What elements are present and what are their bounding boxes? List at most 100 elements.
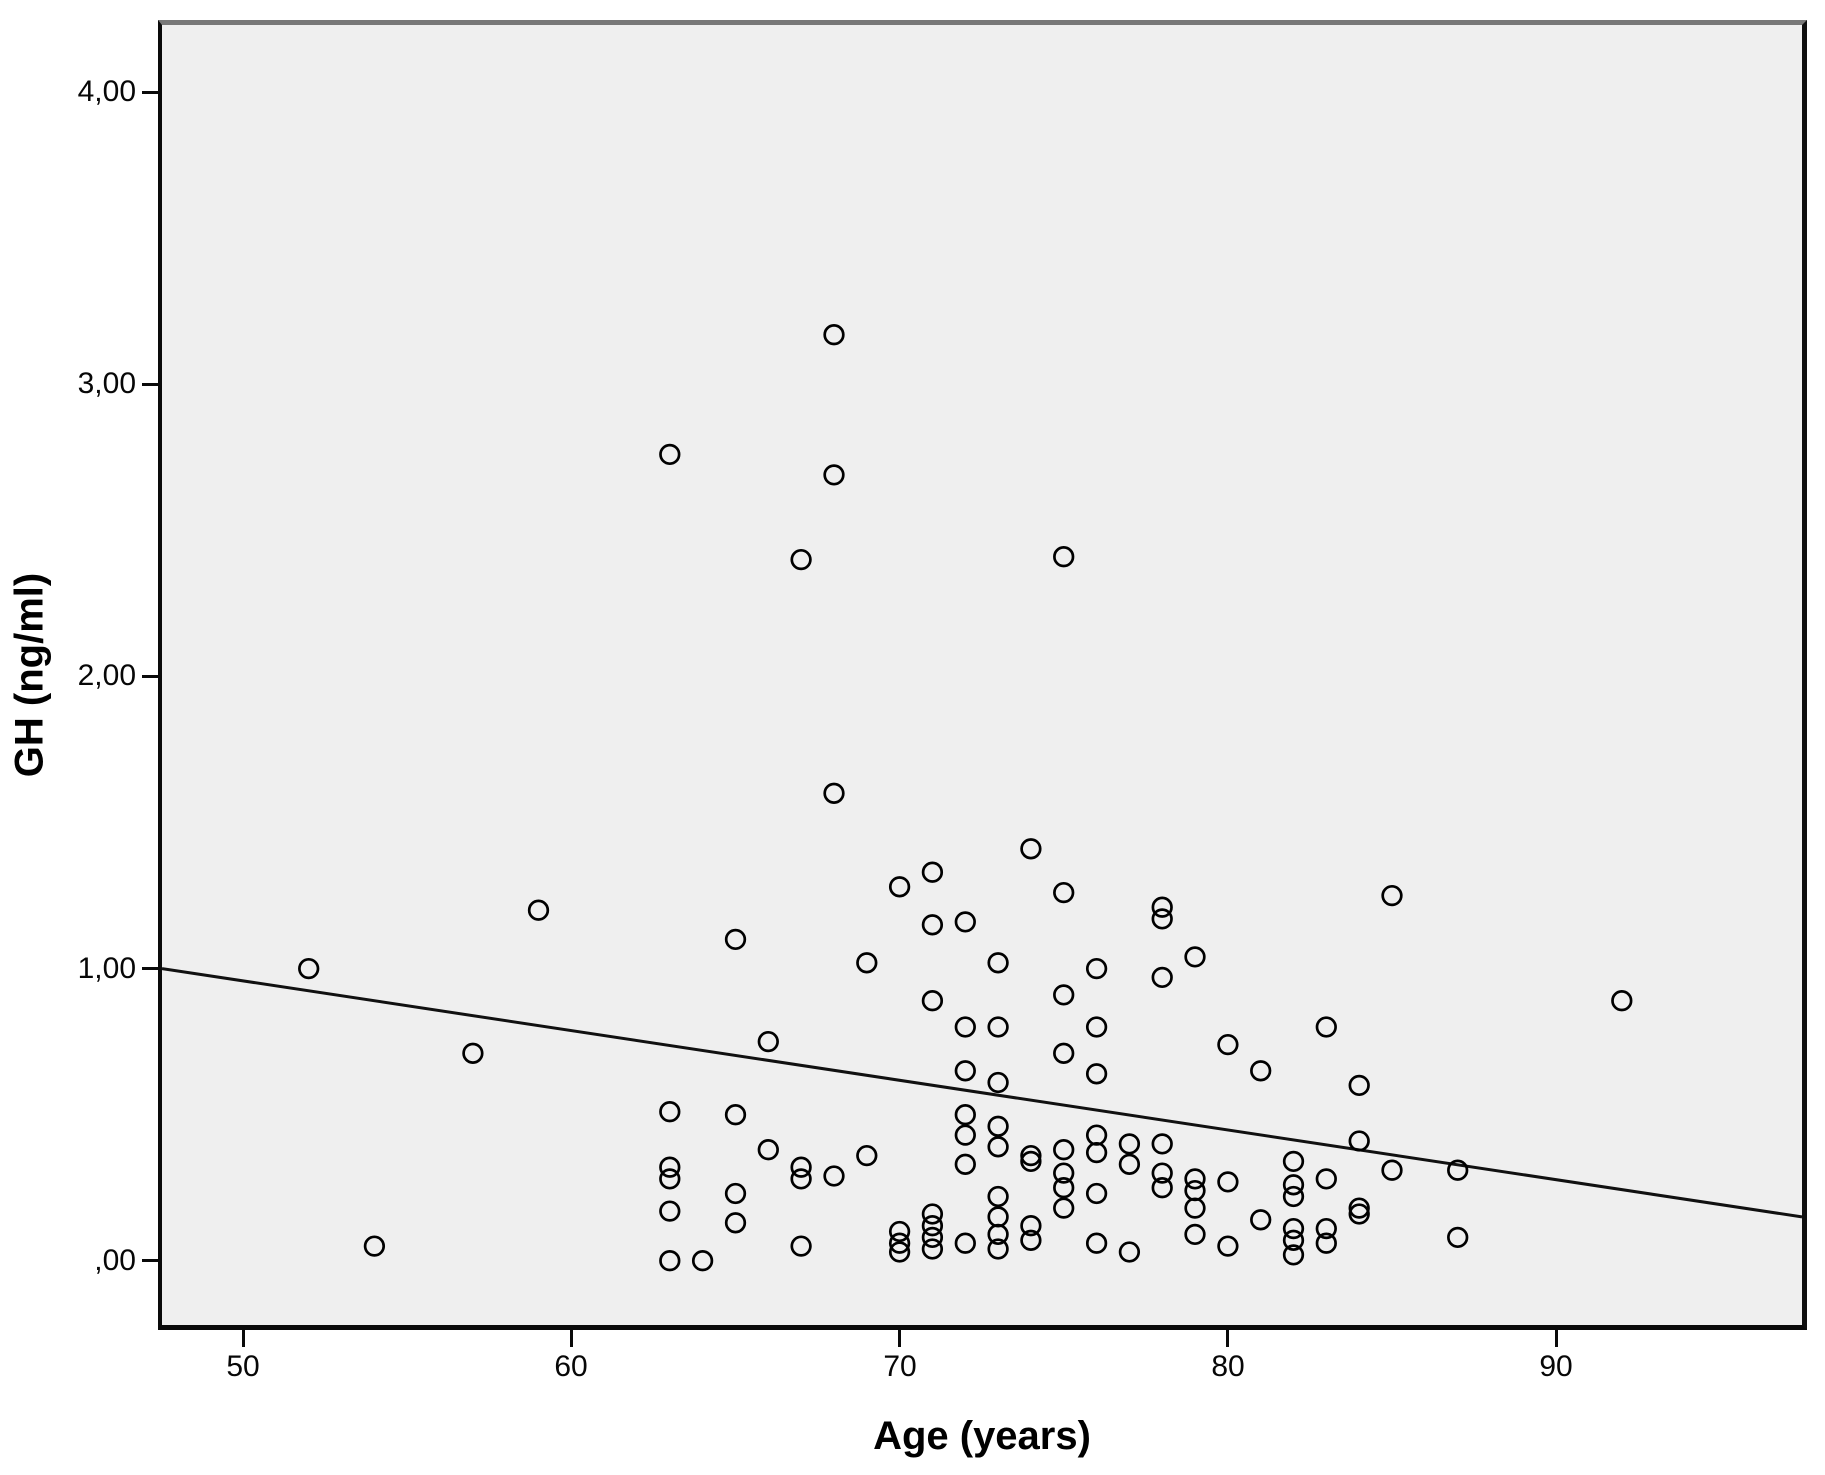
data-point	[1217, 1033, 1239, 1056]
data-point	[921, 914, 944, 936]
data-point	[1315, 1232, 1337, 1254]
data-point	[954, 1153, 976, 1175]
data-point	[921, 1238, 944, 1260]
x-tick-label: 70	[883, 1350, 917, 1383]
x-tick-mark	[898, 1330, 901, 1347]
y-tick-label: 3,00	[77, 367, 136, 400]
data-point	[1085, 1124, 1108, 1146]
data-point	[987, 1206, 1009, 1228]
data-point	[1184, 1223, 1206, 1246]
regression-line	[162, 967, 1802, 1219]
data-point	[1282, 1244, 1305, 1266]
x-tick-label: 90	[1539, 1350, 1573, 1383]
data-point	[659, 1250, 681, 1272]
data-point	[659, 1168, 681, 1190]
data-point	[1085, 1232, 1108, 1254]
data-point	[659, 1200, 681, 1222]
data-point	[1053, 1042, 1075, 1064]
data-point	[888, 1232, 911, 1254]
data-point	[1053, 1139, 1075, 1161]
data-point	[724, 928, 747, 951]
x-axis-title: Age (years)	[873, 1414, 1091, 1458]
data-point	[1315, 1168, 1337, 1190]
data-point	[888, 1241, 911, 1263]
data-point	[823, 464, 845, 486]
x-tick-mark	[1226, 1330, 1229, 1347]
data-point	[757, 1139, 779, 1161]
data-point	[790, 548, 812, 571]
scatter-svg	[162, 324, 1802, 1272]
data-point	[1151, 1177, 1173, 1199]
data-point	[1282, 1174, 1305, 1196]
plot-area	[158, 20, 1807, 1330]
data-point	[1611, 990, 1633, 1012]
y-axis-title: GH (ng/ml)	[7, 572, 52, 778]
data-point	[298, 957, 320, 980]
x-tick-label: 60	[554, 1350, 588, 1383]
data-point	[1184, 1179, 1206, 1202]
data-point	[1151, 1162, 1173, 1184]
data-point	[823, 782, 845, 804]
data-point	[954, 1104, 976, 1126]
data-point	[1315, 1217, 1337, 1240]
y-tick-label: 4,00	[77, 75, 136, 108]
data-point	[1282, 1217, 1305, 1240]
data-point	[921, 861, 944, 883]
data-point	[1053, 1162, 1075, 1184]
y-tick-mark	[142, 675, 158, 678]
data-point	[1315, 1016, 1337, 1038]
data-point	[1118, 1133, 1141, 1155]
data-point	[1020, 1144, 1042, 1167]
data-point	[954, 1232, 976, 1254]
data-point	[1053, 546, 1075, 568]
data-point	[1085, 1063, 1108, 1085]
data-point	[659, 1101, 681, 1123]
data-point	[856, 1144, 878, 1167]
data-point	[1217, 1171, 1239, 1193]
data-point	[888, 876, 911, 898]
data-point	[527, 899, 550, 921]
data-point	[1020, 838, 1042, 860]
x-tick-mark	[1555, 1330, 1558, 1347]
data-point	[1053, 1177, 1075, 1199]
data-point	[921, 1226, 944, 1249]
data-point	[987, 1238, 1009, 1260]
y-tick-mark	[142, 967, 158, 970]
data-point	[363, 1235, 386, 1257]
data-point	[1282, 1229, 1305, 1251]
data-point	[954, 1124, 976, 1146]
data-point	[1348, 1203, 1370, 1225]
data-point	[1381, 884, 1403, 907]
y-tick-label: 2,00	[77, 659, 136, 692]
y-tick-mark	[142, 1259, 158, 1262]
x-tick-label: 80	[1211, 1350, 1245, 1383]
data-point	[1085, 957, 1108, 980]
data-point	[790, 1235, 812, 1257]
data-point	[1151, 1133, 1173, 1155]
data-point	[1151, 966, 1173, 989]
data-point	[987, 1185, 1009, 1208]
data-point	[1085, 1141, 1108, 1164]
data-point	[1184, 1197, 1206, 1219]
data-point	[1053, 881, 1075, 904]
data-point	[1348, 1197, 1370, 1219]
data-point	[1348, 1130, 1370, 1152]
data-point	[987, 1223, 1009, 1246]
data-point	[1151, 896, 1173, 918]
x-tick-mark	[570, 1330, 573, 1347]
data-point	[724, 1212, 747, 1234]
data-point	[659, 1156, 681, 1178]
data-point	[1381, 1159, 1403, 1181]
data-point	[888, 1220, 911, 1243]
y-tick-mark	[142, 91, 158, 94]
data-point	[790, 1156, 812, 1178]
data-point	[724, 1182, 747, 1205]
data-point	[1053, 1197, 1075, 1219]
data-point	[1250, 1209, 1272, 1231]
data-point	[856, 952, 878, 974]
data-point	[1282, 1185, 1305, 1208]
data-point	[987, 1136, 1009, 1158]
data-point	[921, 990, 944, 1012]
data-point	[1085, 1182, 1108, 1205]
